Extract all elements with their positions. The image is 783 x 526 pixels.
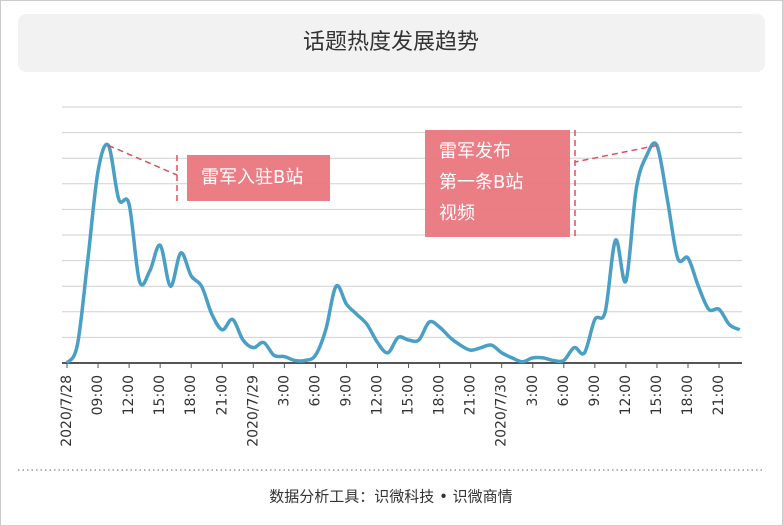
x-tick-label: 21:00 xyxy=(711,375,727,415)
x-tick-label: 2020/7/29 xyxy=(245,375,261,447)
x-tick-label: 9:00 xyxy=(338,375,354,406)
annotation-text: 雷军入驻B站 xyxy=(201,167,303,188)
x-tick-label: 15:00 xyxy=(152,375,168,415)
x-tick-label: 2020/7/30 xyxy=(494,375,510,447)
annotation-box xyxy=(425,130,570,237)
annotation-text: 雷军发布 xyxy=(439,141,511,162)
x-tick-label: 9:00 xyxy=(587,375,603,406)
x-tick-label: 2020/7/28 xyxy=(59,375,75,447)
x-tick-label: 15:00 xyxy=(649,375,665,415)
x-tick-label: 21:00 xyxy=(463,375,479,415)
x-tick-label: 21:00 xyxy=(214,375,230,415)
x-tick-label: 18:00 xyxy=(183,375,199,415)
x-tick-label: 18:00 xyxy=(680,375,696,415)
annotation-leader xyxy=(574,144,658,163)
annotation-box xyxy=(187,155,330,201)
annotation-leader xyxy=(108,144,178,176)
annotation-text: 视频 xyxy=(439,203,475,224)
x-tick-label: 15:00 xyxy=(401,375,417,415)
x-tick-label: 12:00 xyxy=(121,375,137,415)
line xyxy=(65,141,741,365)
x-tick-label: 6:00 xyxy=(556,375,572,406)
source: 数据分析工具：识微科技 • 识微商情 xyxy=(269,488,512,506)
x-tick-label: 3:00 xyxy=(525,375,541,406)
x-tick-label: 12:00 xyxy=(618,375,634,415)
x-tick-label: 6:00 xyxy=(307,375,323,406)
x-tick-label: 12:00 xyxy=(370,375,386,415)
annotation-text: 第一条B站 xyxy=(439,172,523,193)
x-tick-label: 18:00 xyxy=(432,375,448,415)
x-tick-label: 09:00 xyxy=(90,375,106,415)
chart-title: 话题热度发展趋势 xyxy=(303,30,479,55)
x-tick-label: 3:00 xyxy=(276,375,292,406)
title-box xyxy=(18,14,765,72)
